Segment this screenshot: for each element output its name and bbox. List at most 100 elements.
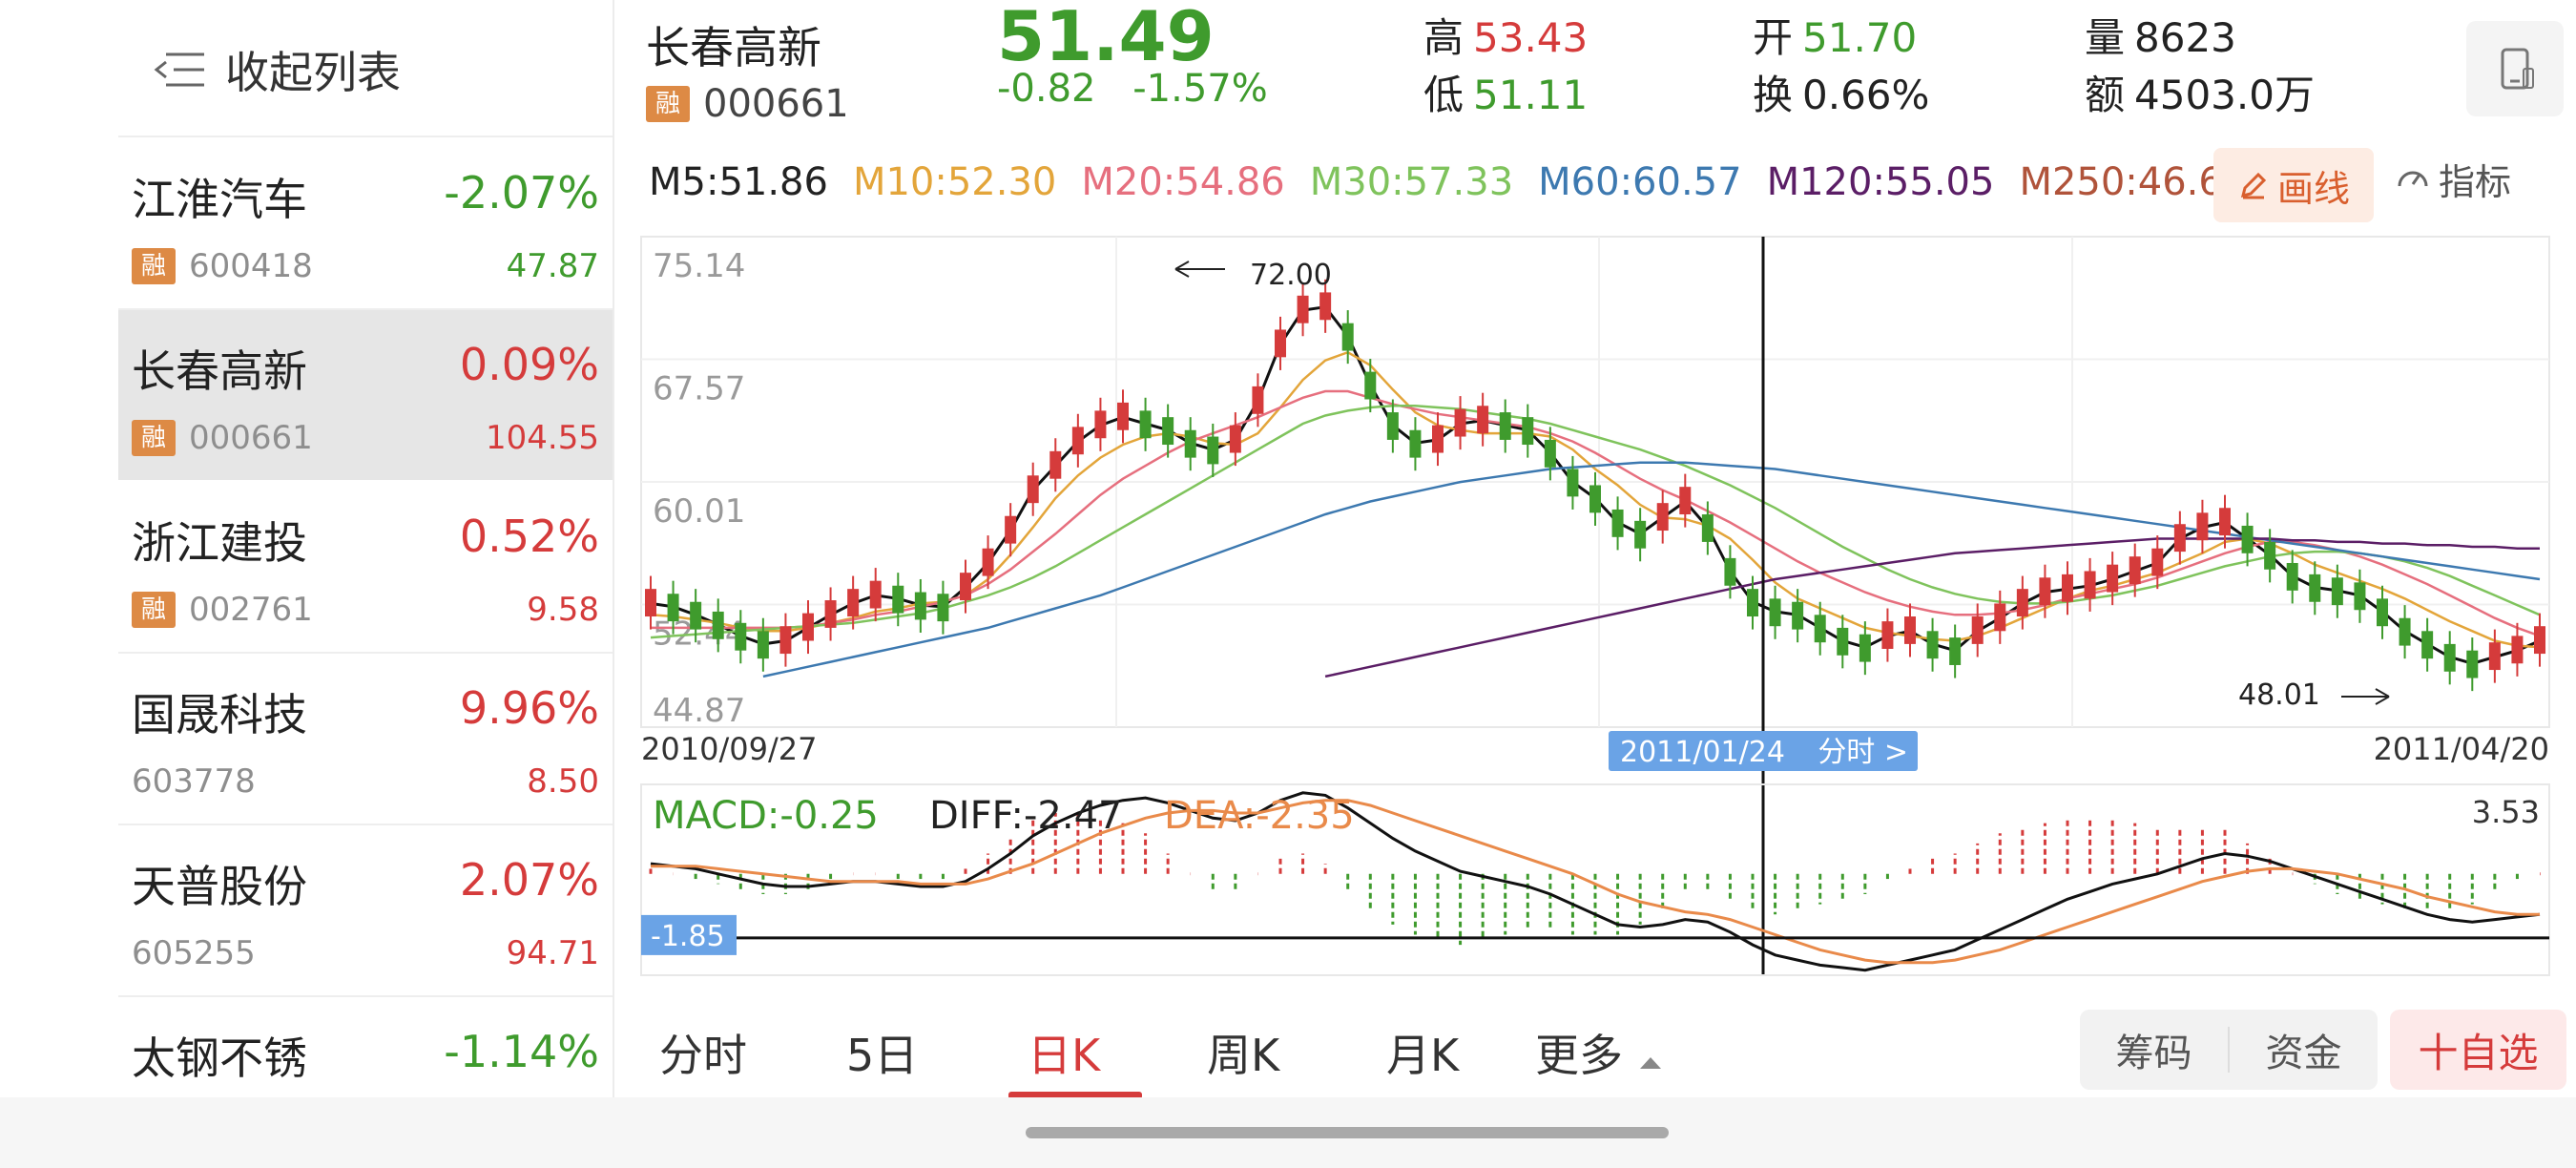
tab-period[interactable]: 月K [1386, 1021, 1459, 1084]
candle [1094, 397, 1107, 451]
chip-distribution-button[interactable]: 筹码 [2115, 1032, 2192, 1075]
candle-body [1837, 627, 1849, 656]
add-to-watchlist-button[interactable]: 十自选 [2390, 1010, 2566, 1090]
candle [1881, 608, 1894, 662]
stock-code-row: 605255 [132, 934, 256, 972]
stock-list-sidebar: 收起列表 江淮汽车 -2.07% 融 600418 47.87 长春高新 0.09% 融 000… [118, 0, 614, 1142]
candle [1229, 412, 1241, 467]
candle [824, 587, 837, 641]
candle-body [690, 601, 702, 630]
low-stat: 低 51.11 [1423, 63, 1588, 121]
tab-period[interactable]: 更多 [1535, 1021, 1665, 1084]
fund-flow-button[interactable]: 资金 [2265, 1032, 2342, 1075]
tab-label: 日K [1028, 1030, 1101, 1081]
candle [2377, 585, 2388, 639]
candle [1701, 501, 1714, 555]
stock-price: 104.55 [486, 419, 599, 457]
tab-period[interactable]: 分时 [659, 1021, 747, 1084]
candle-body [1071, 427, 1084, 455]
volume-label: 量 [2085, 14, 2126, 61]
candle-body [2466, 650, 2479, 678]
candle [892, 573, 904, 627]
candle [847, 575, 860, 630]
ma-legend-item: M20:54.86 [1081, 160, 1285, 204]
rotate-screen-button[interactable] [2466, 21, 2564, 116]
candle-body [1207, 436, 1219, 465]
candle-body [2084, 571, 2096, 599]
candle [1184, 417, 1196, 471]
tab-period[interactable]: 日K [1028, 1021, 1100, 1084]
candle-body [2331, 577, 2343, 606]
gauge-icon [2398, 171, 2428, 186]
amount-stat: 额 4503.0万 [2085, 63, 2315, 121]
price-change: -0.82 -1.57% [997, 67, 1268, 111]
cursor-value-tag [641, 914, 737, 955]
stock-list-item[interactable]: 国晟科技 9.96% 603778 8.50 [118, 654, 613, 824]
ma-legend-item: M60:60.57 [1538, 160, 1742, 204]
stock-name: 浙江建投 [132, 517, 307, 569]
divider [118, 824, 613, 825]
candle-body [1994, 603, 2006, 632]
tab-label: 月K [1386, 1030, 1460, 1081]
candle [2488, 629, 2501, 683]
chip-group: 筹码 资金 [2080, 1010, 2378, 1090]
candle-body [2241, 525, 2254, 553]
stock-name: 长春高新 [132, 345, 307, 397]
ma-legend-item: M120:55.05 [1766, 160, 1995, 204]
candle [2264, 529, 2276, 583]
candle-body [2309, 574, 2321, 602]
low-value: 51.11 [1473, 72, 1589, 118]
candle [2331, 564, 2343, 618]
candle-body [2196, 512, 2209, 541]
candle [2354, 569, 2366, 623]
stock-list-item[interactable]: 天普股份 2.07% 605255 94.71 [118, 825, 613, 995]
candle-body [2039, 577, 2051, 606]
candle-body [2264, 541, 2276, 570]
candle-body [1522, 417, 1534, 446]
tab-period[interactable]: 5日 [846, 1021, 918, 1084]
candle-body [2399, 617, 2411, 646]
candle-body [1881, 621, 1894, 649]
home-indicator[interactable] [1026, 1127, 1669, 1138]
turnover-label: 换 [1753, 72, 1794, 118]
candle-body [2534, 626, 2545, 655]
tab-period[interactable]: 周K [1207, 1021, 1279, 1084]
candle [2016, 575, 2028, 630]
candle-body [1409, 429, 1422, 458]
indicator-button[interactable]: 指标 [2395, 153, 2511, 205]
candle-body [1769, 598, 1781, 627]
candle [802, 600, 814, 655]
candle [1904, 603, 1916, 657]
stock-code: 000661 [703, 82, 849, 126]
volume-value: 8623 [2134, 14, 2236, 61]
candle [1341, 310, 1354, 365]
min-price-annotation: 48.01 [2238, 678, 2320, 712]
candle [982, 535, 994, 590]
candle-body [645, 589, 656, 617]
collapse-list-label: 收起列表 [225, 47, 401, 98]
candle-body [1904, 616, 1916, 644]
candle-body [1454, 408, 1466, 437]
stock-change-percent: -2.07% [444, 167, 599, 219]
price-axis-label: 60.01 [653, 492, 745, 531]
stock-list-item[interactable]: 江淮汽车 -2.07% 融 600418 47.87 [118, 138, 613, 308]
stock-list-item[interactable]: 浙江建投 0.52% 融 002761 9.58 [118, 482, 613, 652]
candle-body [1747, 589, 1758, 617]
tab-label: 分时 [659, 1030, 747, 1081]
stock-code-row: 融 600418 [132, 247, 313, 285]
collapse-list-button[interactable]: 收起列表 [153, 36, 401, 103]
high-value: 53.43 [1473, 14, 1589, 61]
candle [2399, 605, 2411, 659]
moving-average-legend: M5:51.86 M10:52.30 M20:54.86 M30:57.33 M60:6… [649, 160, 2272, 204]
stock-list-item[interactable]: 长春高新 0.09% 融 000661 104.55 [118, 310, 613, 480]
divider [118, 995, 613, 997]
kline-chart[interactable]: 75.1467.5760.0152.4444.8772.0048.012010/… [0, 0, 2576, 1002]
candle [757, 617, 769, 672]
candle [1207, 423, 1219, 477]
last-price: 51.49 [997, 0, 1215, 76]
candle-body [1656, 503, 1669, 532]
open-value: 51.70 [1802, 14, 1918, 61]
draw-line-button[interactable]: 画线 [2213, 148, 2374, 222]
candle-body [1792, 601, 1804, 630]
candle [667, 580, 679, 635]
